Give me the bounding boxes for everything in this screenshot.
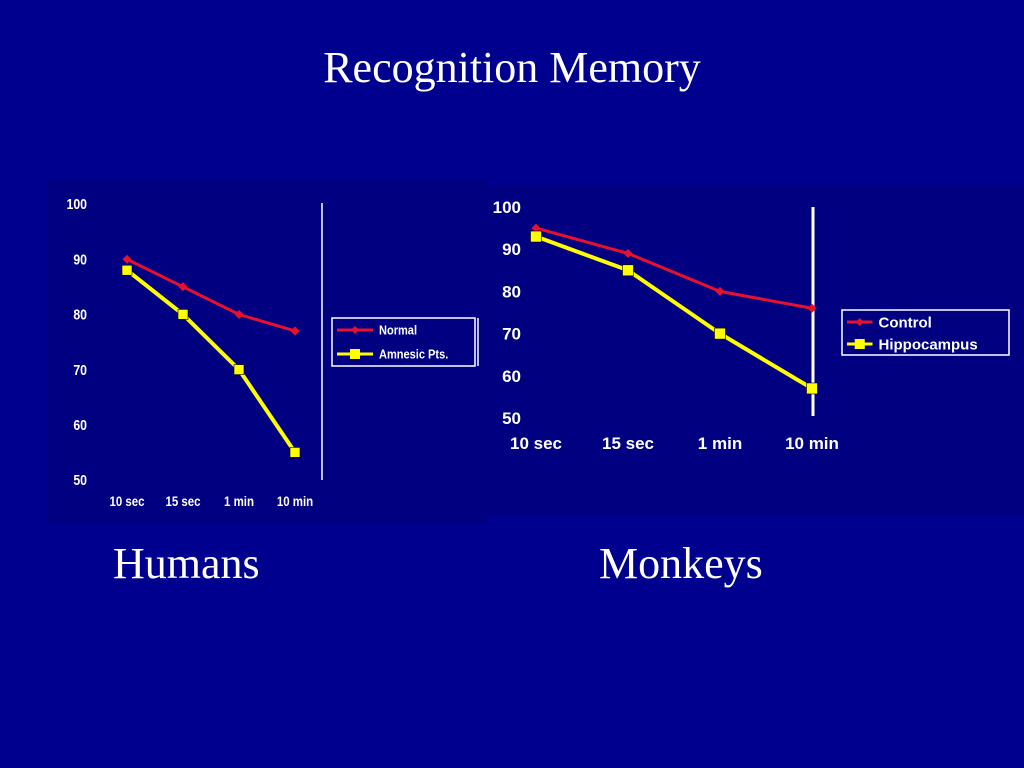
- y-tick-label: 50: [73, 472, 87, 488]
- y-tick-label: 80: [502, 282, 521, 301]
- data-point-square: [530, 230, 542, 243]
- data-point-diamond: [290, 326, 300, 336]
- data-point-square: [233, 364, 245, 375]
- legend-label: Normal: [379, 323, 417, 338]
- data-point-square: [289, 447, 301, 458]
- data-point-diamond: [807, 303, 817, 313]
- x-tick-label: 10 min: [277, 493, 314, 509]
- x-tick-label: 1 min: [698, 434, 742, 453]
- legend-swatch-square: [350, 349, 360, 359]
- data-point-diamond: [178, 282, 188, 292]
- data-point-square: [622, 264, 634, 277]
- data-point-square: [806, 382, 818, 395]
- series-line-red: [126, 257, 296, 333]
- x-tick-label: 10 sec: [109, 493, 144, 509]
- x-tick-label: 15 sec: [165, 493, 200, 509]
- series-line-yellow: [125, 268, 297, 454]
- y-tick-label: 90: [502, 240, 521, 259]
- legend-label: Amnesic Pts.: [379, 347, 448, 362]
- y-tick-label: 100: [493, 198, 521, 217]
- y-tick-label: 90: [73, 251, 87, 267]
- legend-swatch-square: [854, 339, 865, 349]
- data-point-square: [714, 327, 726, 340]
- data-point-square: [121, 264, 133, 276]
- y-tick-label: 70: [73, 362, 87, 378]
- legend-box: [841, 309, 1010, 356]
- data-point-diamond: [122, 254, 132, 264]
- chart-monkeys: 50 60 70 80 90 100 10 sec 15 sec 1 min 10 min Cont…: [480, 185, 1024, 515]
- data-point-diamond: [715, 286, 725, 296]
- legend-label: Control: [879, 314, 932, 331]
- x-tick-label: 10 min: [785, 434, 839, 453]
- data-point-square: [177, 309, 189, 320]
- legend-label: Hippocampus: [879, 336, 978, 353]
- y-tick-label: 60: [73, 417, 87, 433]
- chart-humans: 50 60 70 80 90 100 10 sec 15 sec 1 min 10 min Norm…: [48, 180, 488, 524]
- x-tick-label: 10 sec: [510, 434, 562, 453]
- legend-swatch-diamond: [855, 318, 864, 326]
- y-tick-label: 100: [66, 196, 87, 212]
- x-tick-label: 1 min: [224, 493, 254, 509]
- series-line-red: [535, 226, 813, 310]
- slide-title: Recognition Memory: [323, 43, 701, 92]
- y-tick-label: 70: [502, 325, 521, 344]
- caption-monkeys: Monkeys: [599, 539, 763, 588]
- y-tick-label: 50: [502, 409, 521, 428]
- legend-swatch-diamond: [351, 326, 359, 334]
- series-line-yellow: [535, 234, 814, 391]
- x-tick-label: 15 sec: [602, 434, 654, 453]
- y-tick-label: 80: [73, 307, 87, 323]
- data-point-diamond: [531, 223, 541, 233]
- data-point-diamond: [234, 309, 244, 319]
- data-point-diamond: [623, 248, 633, 258]
- y-tick-label: 60: [502, 367, 521, 386]
- caption-humans: Humans: [113, 539, 260, 588]
